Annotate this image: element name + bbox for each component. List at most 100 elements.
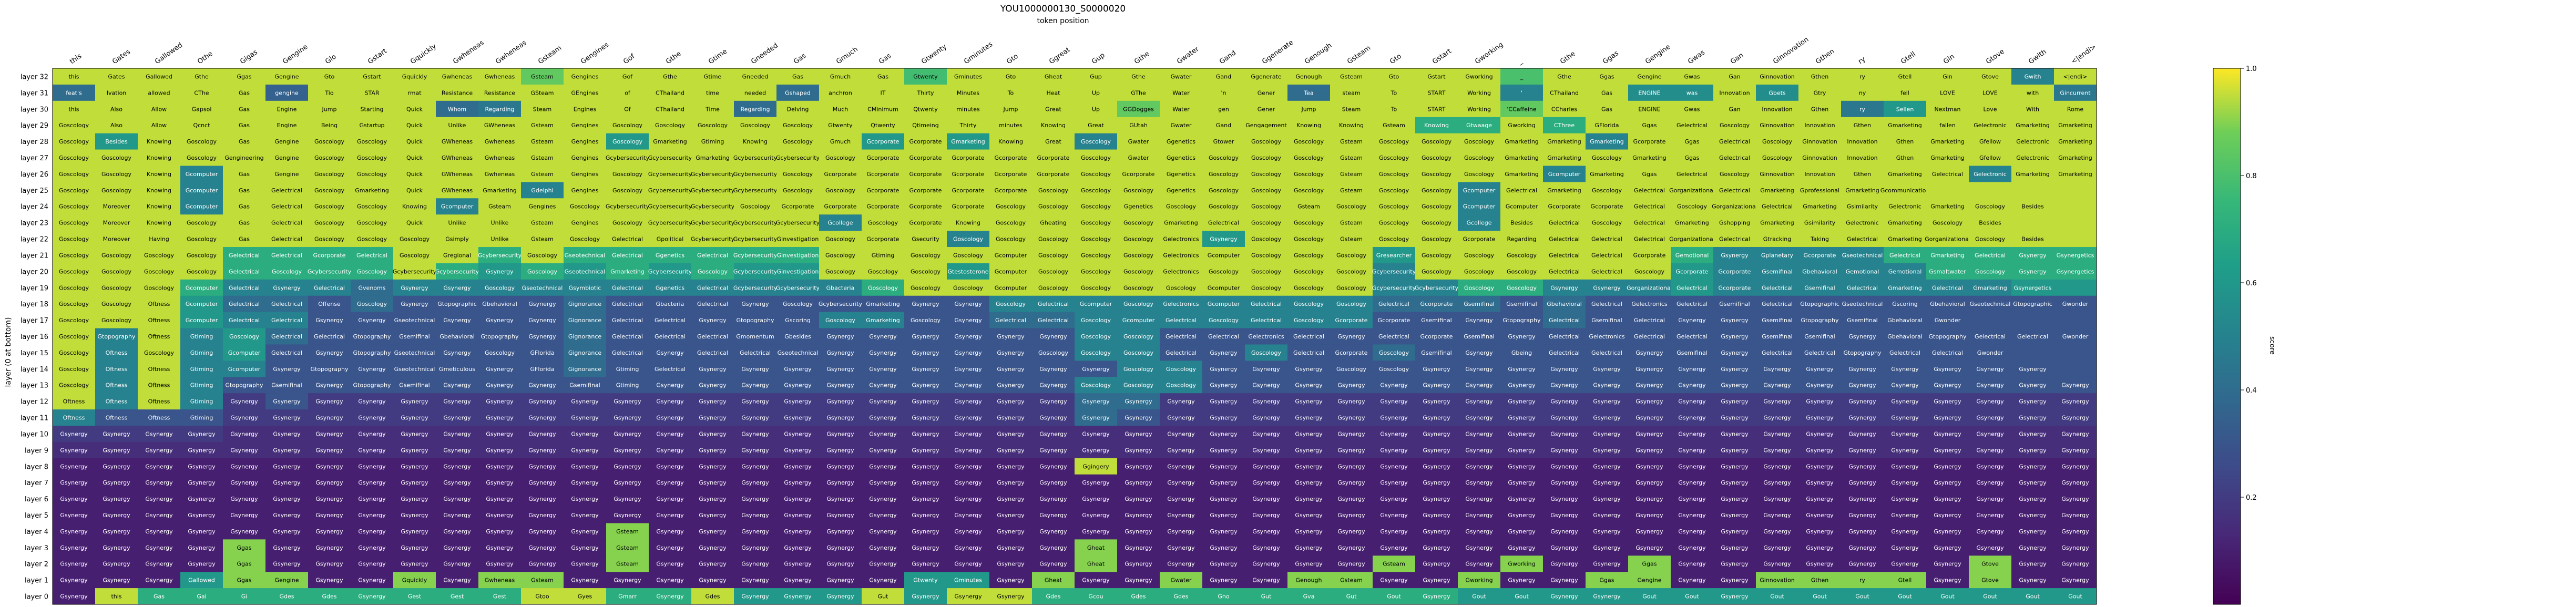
cell-label: Gignorance — [568, 317, 602, 324]
cell-label: Goscology — [1294, 155, 1324, 161]
heatmap-cell — [1160, 166, 1203, 182]
cell-label: Ggas — [1685, 138, 1700, 145]
cell-label: Gas — [239, 138, 250, 145]
cell-label: Gengines — [571, 155, 599, 161]
heatmap-cell — [1245, 68, 1288, 85]
cell-label: Gsynergy — [1721, 382, 1749, 389]
cell-label: Gsynergy — [60, 463, 88, 470]
cell-label: Gsynergy — [188, 528, 216, 535]
cell-label: Gcorporate — [995, 187, 1027, 194]
cell-label: Goscology — [1336, 203, 1367, 210]
cell-label: Ggenetics — [656, 284, 684, 291]
cell-label: Gsynergy — [2061, 512, 2089, 519]
cell-label: Gsynergy — [826, 577, 854, 584]
cell-label: Gsynergy — [443, 382, 471, 389]
heatmap-cell — [95, 182, 138, 199]
cell-label: Gtopography — [1929, 333, 1967, 340]
cell-label: Gcorporate — [909, 220, 942, 227]
cell-label: Gelectrical — [1549, 220, 1580, 227]
cell-label: Gsynergy — [869, 349, 897, 356]
cell-label: Goscology — [1933, 220, 1963, 227]
cell-label: Gsynergy — [1891, 447, 1919, 454]
cell-label: Gsynergy — [1934, 463, 1961, 470]
heatmap-cell — [1586, 100, 1629, 118]
cell-label: Gsynergy — [1252, 528, 1280, 535]
cell-label: Working — [1467, 89, 1491, 96]
x-tick-label: Gto — [1388, 53, 1403, 66]
cell-label: Gsynergy — [571, 544, 599, 551]
cell-label: IT — [881, 89, 886, 96]
cell-label: Goscology — [1166, 203, 1197, 210]
cell-label: Gcorporate — [1335, 349, 1368, 356]
heatmap-cell — [1117, 84, 1160, 101]
cell-label: Gsynergy — [826, 512, 854, 519]
cell-label: Gwater — [1171, 73, 1192, 80]
cell-label: Gsynergy — [954, 366, 982, 373]
heatmap-cell — [2011, 182, 2054, 199]
cell-label: Gsynergy — [315, 382, 343, 389]
cell-label: Gsynergy — [571, 496, 599, 502]
cell-label: Gdes — [1173, 593, 1188, 600]
cell-label: Gsynergy — [741, 479, 769, 486]
cell-label: Gsynergy — [1380, 544, 1408, 551]
cell-label: Gcorporate — [952, 171, 985, 178]
cell-label: Gsynergy — [1337, 430, 1365, 437]
cell-label: Gbehavioral — [482, 301, 517, 307]
heatmap-cell — [1287, 68, 1331, 85]
cell-label: Up — [1092, 106, 1100, 112]
cell-label: Gsynergy — [60, 496, 88, 502]
cell-label: Gsynergy — [1210, 561, 1238, 568]
heatmap-cell — [478, 100, 522, 118]
heatmap-cell — [1330, 68, 1373, 85]
cell-label: Goscology — [1081, 284, 1111, 291]
cell-label: Gsynergy — [1593, 366, 1621, 373]
cell-label: Gsynergy — [1721, 317, 1749, 324]
cell-label: Gsemifinal — [1762, 317, 1793, 324]
heatmap-cell — [308, 166, 351, 182]
heatmap-cell — [2011, 117, 2054, 134]
cell-label: Gsynergy — [1252, 463, 1280, 470]
heatmap-cell — [1373, 117, 1416, 134]
cell-label: GWheneas — [442, 171, 473, 178]
cell-label: Goscology — [1038, 187, 1069, 194]
cell-label: Goscology — [187, 155, 217, 161]
cell-label: Quick — [406, 106, 423, 112]
cell-label: Gseotechnical — [778, 349, 819, 356]
cell-label: Gelectronics — [1248, 333, 1284, 340]
heatmap-cell — [1841, 133, 1884, 150]
cell-label: Gcomputer — [228, 349, 261, 356]
cell-label: Gsynergy — [1295, 382, 1323, 389]
heatmap-cell — [2011, 312, 2054, 329]
heatmap-cells: this Gates Gallowed Gthe Ggas Gengine Gto Gstar… — [53, 68, 2097, 605]
cell-label: Gcybersecurity — [606, 155, 650, 161]
cell-label: Gsynergy — [784, 430, 812, 437]
heatmap-cell — [223, 182, 266, 199]
cell-label: Goscology — [59, 171, 89, 178]
cell-label: Gsynergy — [1806, 366, 1834, 373]
cell-label: Gsynergy — [954, 415, 982, 421]
cell-label: Gsynergy — [2061, 463, 2089, 470]
cell-label: Gsemifinal — [1421, 317, 1452, 324]
cell-label: Gsynergy — [1167, 528, 1195, 535]
cell-label: Gsynergy — [273, 479, 301, 486]
cell-label: Gsynergy — [1465, 430, 1493, 437]
cell-label: Gsynergy — [1125, 430, 1152, 437]
cell-label: Gwheneas — [485, 171, 515, 178]
heatmap-cell — [819, 182, 862, 199]
cell-label: Gsynergy — [486, 366, 514, 373]
cell-label: Gsynergy — [1252, 415, 1280, 421]
heatmap-cell — [95, 100, 138, 118]
heatmap-cell — [223, 166, 266, 182]
heatmap-cell — [53, 100, 96, 118]
cell-label: Gengine — [274, 138, 299, 145]
cell-label: Gsynergy — [2019, 252, 2047, 259]
cell-label: Gelectrical — [1293, 333, 1324, 340]
cell-label: Gorganizational — [1712, 203, 1757, 210]
cell-label: Goscology — [1379, 171, 1409, 178]
heatmap-cell — [223, 84, 266, 101]
heatmap-cell — [1245, 84, 1288, 101]
cell-label: Gmarketing — [483, 187, 517, 194]
cell-label: Gmomentum — [736, 333, 774, 340]
cell-label: Gelectrical — [1677, 171, 1708, 178]
heatmap-cell — [2011, 68, 2054, 85]
